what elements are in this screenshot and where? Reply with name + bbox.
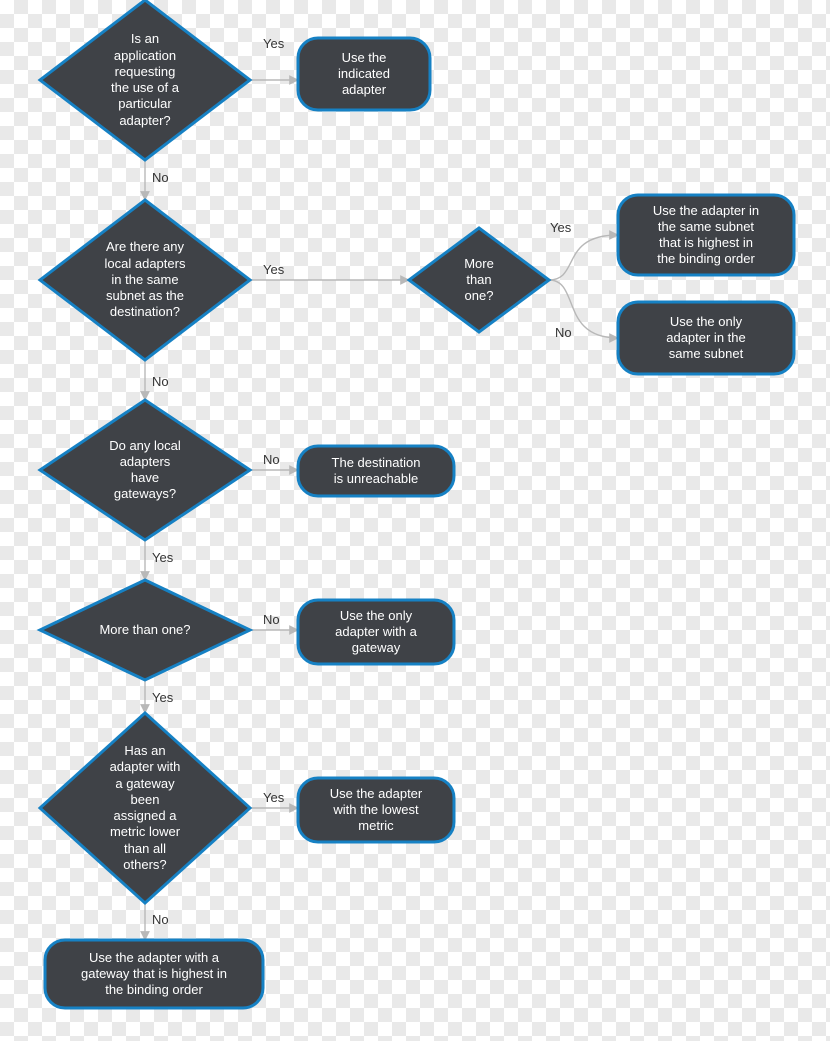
node-d4: [40, 580, 250, 680]
node-d1: [40, 0, 250, 160]
node-d3: [40, 400, 250, 540]
node-t3: [298, 446, 454, 496]
node-t4: [298, 600, 454, 664]
node-t1: [298, 38, 430, 110]
node-t5: [298, 778, 454, 842]
edge-d2b-t2a: [549, 235, 618, 280]
edge-d2b-t2b: [549, 280, 618, 338]
node-d2: [40, 200, 250, 360]
node-t2a: [618, 195, 794, 275]
node-t6: [45, 940, 263, 1008]
node-d2b: [409, 228, 549, 332]
node-d5: [40, 713, 250, 903]
node-t2b: [618, 302, 794, 374]
flowchart-canvas: [0, 0, 830, 1041]
